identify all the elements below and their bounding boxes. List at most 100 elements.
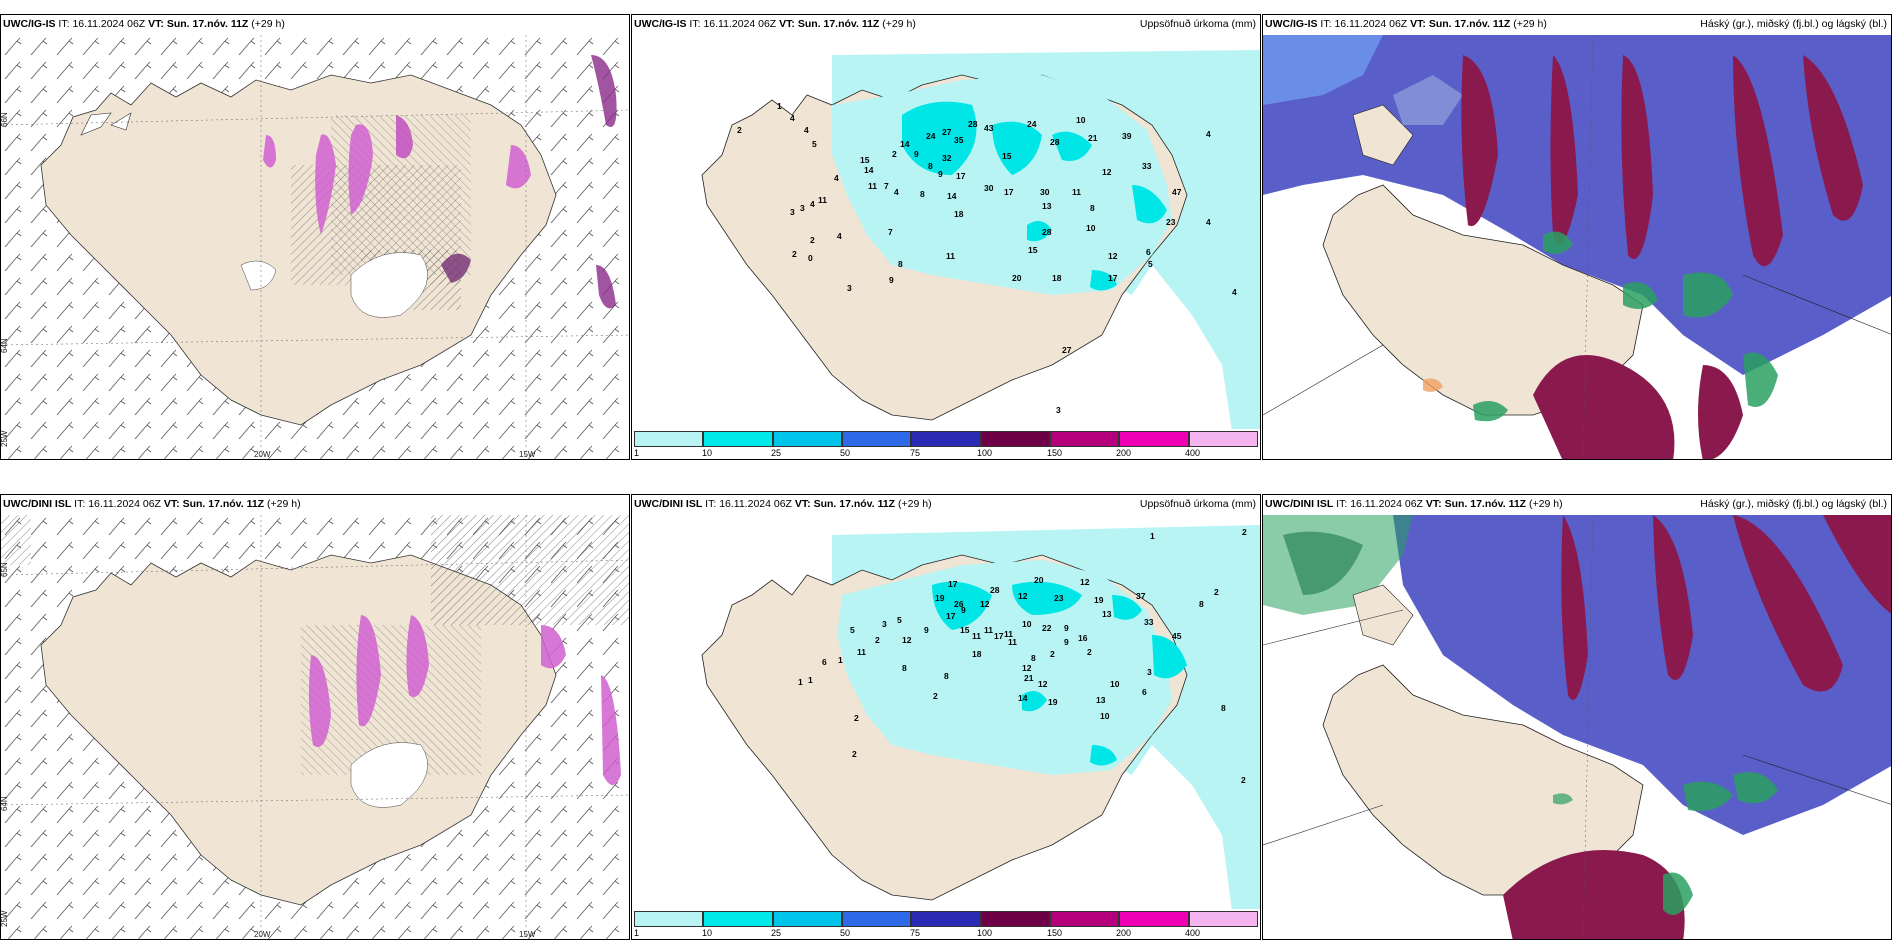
colorbar-swatch xyxy=(1188,911,1258,927)
svg-text:18: 18 xyxy=(972,649,982,659)
svg-text:37: 37 xyxy=(1136,591,1146,601)
svg-text:4: 4 xyxy=(1206,129,1211,139)
lat-label: 64N xyxy=(1,338,9,353)
svg-text:20: 20 xyxy=(1034,575,1044,585)
svg-text:2: 2 xyxy=(1242,527,1247,537)
colorbar-swatch xyxy=(911,911,981,927)
svg-text:17: 17 xyxy=(1004,187,1014,197)
colorbar-swatch xyxy=(703,431,773,447)
svg-text:43: 43 xyxy=(984,123,994,133)
svg-text:9: 9 xyxy=(961,605,966,615)
svg-text:8: 8 xyxy=(944,671,949,681)
svg-text:8: 8 xyxy=(1090,203,1095,213)
svg-text:8: 8 xyxy=(920,189,925,199)
colorbar-swatch xyxy=(980,431,1050,447)
svg-text:12: 12 xyxy=(902,635,912,645)
lon-label-left: 25W xyxy=(1,430,9,447)
colorbar-swatch xyxy=(1049,911,1120,927)
svg-text:4: 4 xyxy=(837,231,842,241)
svg-text:8: 8 xyxy=(1199,599,1204,609)
svg-text:28: 28 xyxy=(968,119,978,129)
precip-title: Uppsöfnuð úrkoma (mm) xyxy=(1139,498,1256,510)
svg-text:11: 11 xyxy=(857,647,866,657)
svg-text:19: 19 xyxy=(1094,595,1104,605)
svg-text:1: 1 xyxy=(838,655,843,665)
panel-title: UWC/IG-IS IT: 16.11.2024 06Z VT: Sun. 17… xyxy=(634,18,916,30)
svg-text:33: 33 xyxy=(1142,161,1152,171)
svg-text:32: 32 xyxy=(942,153,952,163)
colorbar-swatch xyxy=(911,431,981,447)
svg-text:15: 15 xyxy=(960,625,970,635)
panel-title: UWC/DINI ISL IT: 16.11.2024 06Z VT: Sun.… xyxy=(3,498,301,510)
colorbar-swatch xyxy=(1049,431,1120,447)
precip-panel-top: UWC/IG-IS IT: 16.11.2024 06Z VT: Sun. 17… xyxy=(631,14,1261,460)
precip-title: Uppsöfnuð úrkoma (mm) xyxy=(1139,18,1256,30)
colorbar-tick: 50 xyxy=(840,448,851,458)
svg-text:2: 2 xyxy=(737,125,742,135)
wind-panel-top: UWC/IG-IS IT: 16.11.2024 06Z VT: Sun. 17… xyxy=(0,14,630,460)
svg-text:10: 10 xyxy=(1110,679,1120,689)
svg-text:1: 1 xyxy=(777,101,782,111)
svg-text:6: 6 xyxy=(1146,247,1151,257)
svg-text:6: 6 xyxy=(1142,687,1147,697)
svg-text:27: 27 xyxy=(1062,345,1072,355)
svg-text:12: 12 xyxy=(1102,167,1112,177)
svg-text:1: 1 xyxy=(808,675,813,685)
colorbar-swatch xyxy=(1119,431,1189,447)
svg-text:4: 4 xyxy=(1232,287,1237,297)
svg-text:4: 4 xyxy=(790,113,795,123)
svg-text:2: 2 xyxy=(854,713,859,723)
cloud-title: Háský (gr.), miðský (fj.bl.) og lágský (… xyxy=(1700,18,1887,30)
colorbar-tick: 200 xyxy=(1116,928,1132,938)
svg-text:6: 6 xyxy=(822,657,827,667)
svg-text:8: 8 xyxy=(1031,653,1036,663)
svg-text:8: 8 xyxy=(1221,703,1226,713)
svg-text:30: 30 xyxy=(984,183,994,193)
svg-text:8: 8 xyxy=(902,663,907,673)
svg-text:4: 4 xyxy=(804,125,809,135)
colorbar-tick: 150 xyxy=(1047,448,1063,458)
cloud-panel-top: UWC/IG-IS IT: 16.11.2024 06Z VT: Sun. 17… xyxy=(1262,14,1892,460)
colorbar: 1 10 25 50 75 100 150 200 400 xyxy=(632,429,1260,459)
colorbar-swatch xyxy=(703,911,773,927)
iceland-land xyxy=(1322,664,1644,896)
svg-text:17: 17 xyxy=(946,611,956,621)
panel-title: UWC/DINI ISL IT: 16.11.2024 06Z VT: Sun.… xyxy=(634,498,932,510)
panel-title: UWC/DINI ISL IT: 16.11.2024 06Z VT: Sun.… xyxy=(1265,498,1563,510)
svg-text:23: 23 xyxy=(1054,593,1064,603)
svg-text:27: 27 xyxy=(942,127,952,137)
svg-text:13: 13 xyxy=(1042,201,1052,211)
svg-text:12: 12 xyxy=(1038,679,1048,689)
svg-text:26: 26 xyxy=(954,599,964,609)
svg-text:47: 47 xyxy=(1172,187,1182,197)
colorbar-swatch xyxy=(1119,911,1189,927)
svg-text:2: 2 xyxy=(1214,587,1219,597)
svg-text:14: 14 xyxy=(947,191,957,201)
svg-text:35: 35 xyxy=(954,135,964,145)
colorbar-swatch xyxy=(634,431,704,447)
colorbar-swatch xyxy=(772,431,842,447)
svg-text:2: 2 xyxy=(1241,775,1246,785)
svg-text:17: 17 xyxy=(1108,273,1118,283)
colorbar-swatch xyxy=(841,431,912,447)
svg-text:1: 1 xyxy=(798,677,803,687)
colorbar-swatch xyxy=(634,911,704,927)
svg-text:11: 11 xyxy=(984,625,993,635)
svg-text:11: 11 xyxy=(818,195,827,205)
colorbar-tick: 150 xyxy=(1047,928,1063,938)
lon-label: 20W xyxy=(254,930,271,939)
colorbar: 1 10 25 50 75 100 150 200 400 xyxy=(632,909,1260,939)
svg-text:20: 20 xyxy=(1012,273,1022,283)
svg-text:12: 12 xyxy=(1022,663,1032,673)
svg-text:18: 18 xyxy=(1052,273,1062,283)
svg-text:0: 0 xyxy=(808,253,813,263)
svg-text:28: 28 xyxy=(990,585,1000,595)
colorbar-tick: 400 xyxy=(1185,928,1201,938)
svg-text:4: 4 xyxy=(1206,217,1211,227)
svg-text:14: 14 xyxy=(1018,693,1028,703)
svg-text:17: 17 xyxy=(956,171,966,181)
colorbar-swatch xyxy=(980,911,1050,927)
svg-text:5: 5 xyxy=(1148,259,1153,269)
svg-text:4: 4 xyxy=(894,187,899,197)
wind-map: 65N 64N 25W 20W 15W xyxy=(1,515,629,939)
